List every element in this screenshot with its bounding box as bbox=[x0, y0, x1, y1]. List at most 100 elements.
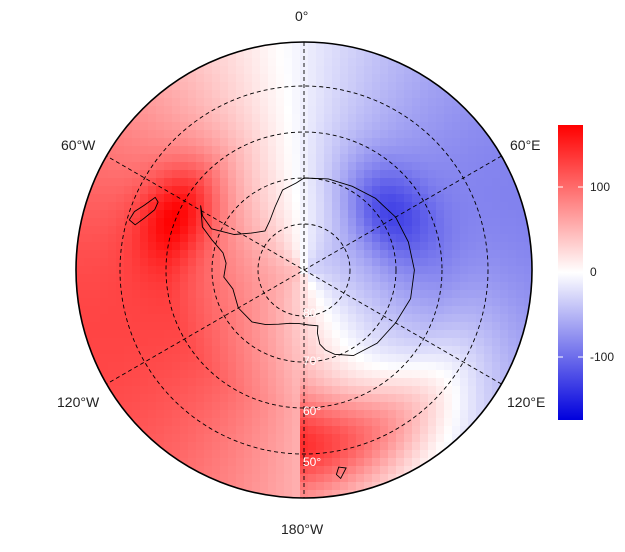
field-cell bbox=[348, 490, 357, 498]
field-cell bbox=[236, 58, 245, 67]
field-cell bbox=[308, 50, 317, 59]
field-cell bbox=[364, 154, 373, 163]
field-cell bbox=[316, 490, 325, 498]
field-cell bbox=[484, 242, 493, 251]
field-cell bbox=[316, 338, 325, 347]
field-cell bbox=[252, 122, 261, 131]
field-cell bbox=[316, 410, 325, 419]
field-cell bbox=[388, 418, 397, 427]
field-cell bbox=[156, 362, 165, 371]
field-cell bbox=[460, 290, 469, 299]
field-cell bbox=[508, 202, 517, 211]
field-cell bbox=[292, 306, 301, 315]
field-cell bbox=[100, 186, 109, 195]
field-cell bbox=[236, 146, 245, 155]
field-cell bbox=[292, 82, 301, 91]
field-cell bbox=[372, 434, 381, 443]
field-cell bbox=[364, 426, 373, 435]
field-cell bbox=[228, 298, 237, 307]
field-cell bbox=[364, 434, 373, 443]
field-cell bbox=[164, 378, 173, 387]
field-cell bbox=[260, 258, 269, 267]
field-cell bbox=[236, 274, 245, 283]
field-cell bbox=[452, 218, 461, 227]
field-cell bbox=[340, 290, 349, 299]
field-cell bbox=[276, 218, 285, 227]
field-cell bbox=[500, 210, 509, 219]
field-cell bbox=[428, 290, 437, 299]
field-cell bbox=[220, 202, 229, 211]
field-cell bbox=[324, 50, 333, 59]
field-cell bbox=[140, 202, 149, 211]
field-cell bbox=[348, 234, 357, 243]
field-cell bbox=[452, 106, 461, 115]
field-cell bbox=[260, 114, 269, 123]
field-cell bbox=[396, 466, 405, 475]
field-cell bbox=[188, 162, 197, 171]
field-cell bbox=[484, 362, 493, 371]
field-cell bbox=[340, 74, 349, 83]
field-cell bbox=[356, 234, 365, 243]
field-cell bbox=[420, 170, 429, 179]
field-cell bbox=[276, 378, 285, 387]
field-cell bbox=[244, 410, 253, 419]
field-cell bbox=[100, 338, 109, 347]
field-cell bbox=[428, 90, 437, 99]
field-cell bbox=[156, 410, 165, 419]
field-cell bbox=[132, 218, 141, 227]
field-cell bbox=[236, 122, 245, 131]
field-cell bbox=[460, 410, 469, 419]
field-cell bbox=[308, 474, 317, 483]
field-cell bbox=[292, 178, 301, 187]
field-cell bbox=[132, 378, 141, 387]
field-cell bbox=[516, 202, 525, 211]
field-cell bbox=[380, 410, 389, 419]
field-cell bbox=[460, 170, 469, 179]
field-cell bbox=[388, 66, 397, 75]
field-cell bbox=[340, 226, 349, 235]
field-cell bbox=[180, 90, 189, 99]
field-cell bbox=[316, 42, 325, 51]
field-cell bbox=[116, 154, 125, 163]
field-cell bbox=[228, 122, 237, 131]
field-cell bbox=[92, 346, 101, 355]
field-cell bbox=[236, 242, 245, 251]
field-cell bbox=[356, 402, 365, 411]
field-cell bbox=[452, 434, 461, 443]
field-cell bbox=[132, 130, 141, 139]
field-cell bbox=[140, 146, 149, 155]
field-cell bbox=[356, 338, 365, 347]
field-cell bbox=[116, 306, 125, 315]
field-cell bbox=[340, 386, 349, 395]
field-cell bbox=[452, 386, 461, 395]
field-cell bbox=[292, 146, 301, 155]
field-cell bbox=[140, 266, 149, 275]
field-cell bbox=[356, 442, 365, 451]
field-cell bbox=[140, 410, 149, 419]
field-cell bbox=[356, 362, 365, 371]
field-cell bbox=[284, 42, 293, 51]
field-cell bbox=[204, 194, 213, 203]
field-cell bbox=[412, 298, 421, 307]
field-cell bbox=[220, 90, 229, 99]
field-cell bbox=[260, 290, 269, 299]
field-cell bbox=[84, 242, 93, 251]
field-cell bbox=[268, 450, 277, 459]
field-cell bbox=[396, 314, 405, 323]
field-cell bbox=[252, 258, 261, 267]
field-cell bbox=[372, 298, 381, 307]
field-cell bbox=[492, 154, 501, 163]
field-cell bbox=[244, 378, 253, 387]
field-cell bbox=[348, 146, 357, 155]
field-cell bbox=[388, 98, 397, 107]
field-cell bbox=[324, 418, 333, 427]
field-cell bbox=[220, 402, 229, 411]
field-cell bbox=[148, 146, 157, 155]
field-cell bbox=[276, 210, 285, 219]
field-cell bbox=[292, 98, 301, 107]
field-cell bbox=[364, 266, 373, 275]
field-cell bbox=[316, 90, 325, 99]
field-cell bbox=[284, 66, 293, 75]
field-cell bbox=[340, 306, 349, 315]
field-cell bbox=[276, 426, 285, 435]
